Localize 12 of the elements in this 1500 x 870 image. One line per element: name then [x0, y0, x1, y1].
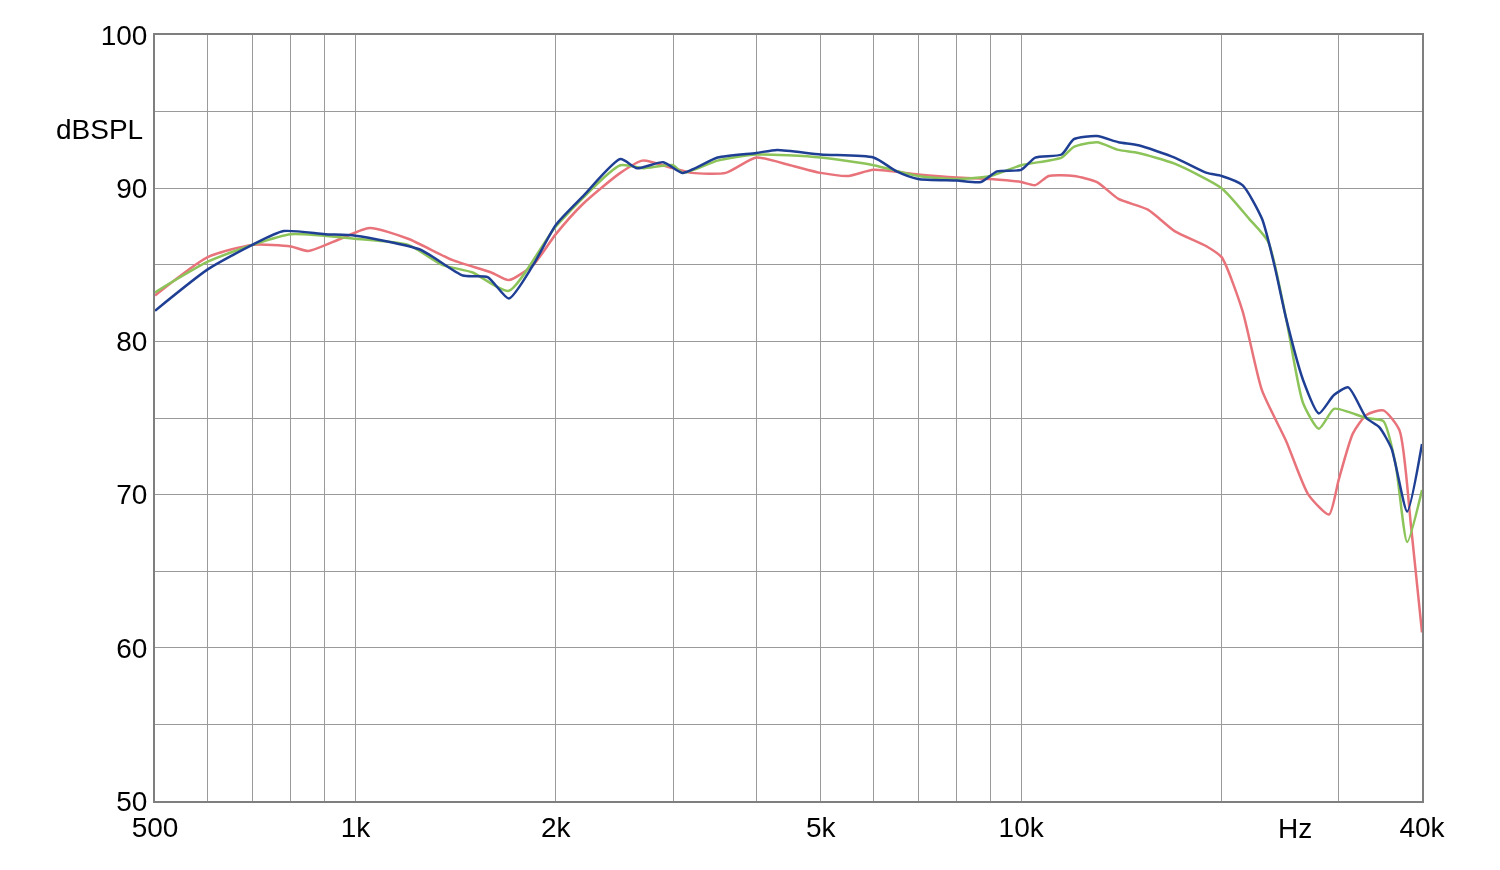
y-tick-label: 90 — [116, 173, 148, 204]
x-tick-label: 1k — [340, 811, 372, 843]
x-axis-title: Hz — [1278, 813, 1313, 844]
x-tick-label: 10k — [998, 811, 1045, 843]
y-axis-title: dBSPL — [56, 114, 144, 145]
x-tick-label: 2k — [541, 811, 572, 843]
y-tick-label: 60 — [116, 632, 148, 664]
x-tick-label: 5k — [805, 811, 837, 843]
y-tick-label: 70 — [116, 479, 148, 511]
y-tick-label: 80 — [116, 326, 148, 358]
x-tick-label: 40k — [1399, 811, 1446, 843]
y-tick-label: 100 — [100, 19, 148, 51]
